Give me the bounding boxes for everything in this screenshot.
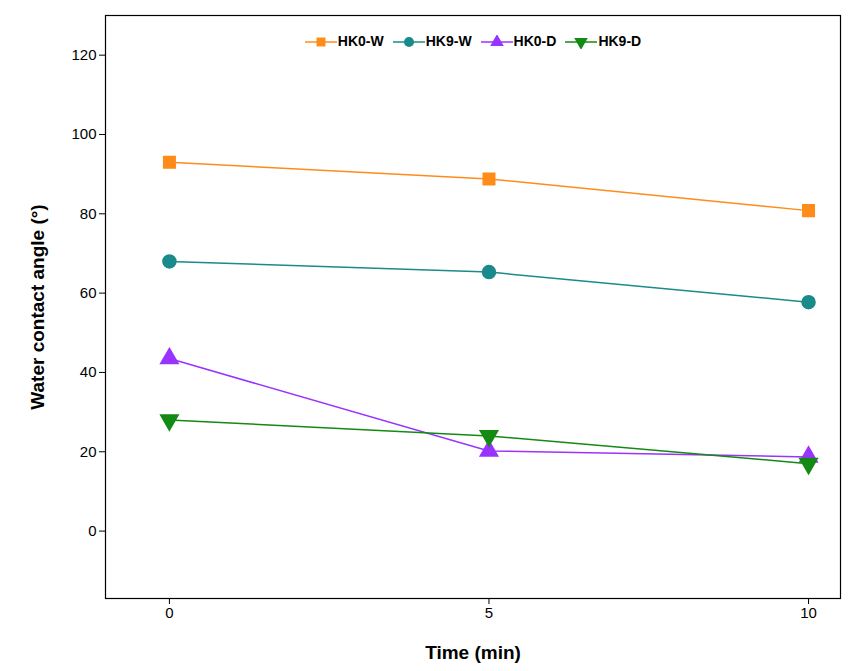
html-text:HK9-W: HK9-W — [425, 33, 472, 49]
html-text:HK0-W: HK0-W — [337, 33, 384, 49]
svg-text:100: 100 — [71, 125, 96, 142]
svg-text:Time (min): Time (min) — [425, 642, 521, 663]
html-text:HK0-D: HK0-D — [513, 33, 557, 49]
svg-text:0: 0 — [88, 522, 96, 539]
html-text:HK9-D: HK9-D — [598, 33, 642, 49]
svg-text:10: 10 — [800, 604, 817, 621]
svg-text:80: 80 — [80, 205, 97, 222]
svg-text:0: 0 — [165, 604, 173, 621]
svg-text:60: 60 — [80, 284, 97, 301]
svg-text:5: 5 — [485, 604, 493, 621]
svg-text:20: 20 — [80, 443, 97, 460]
svg-text:120: 120 — [71, 46, 96, 63]
svg-text:Water contact angle (°): Water contact angle (°) — [27, 204, 48, 409]
svg-text:40: 40 — [80, 363, 97, 380]
